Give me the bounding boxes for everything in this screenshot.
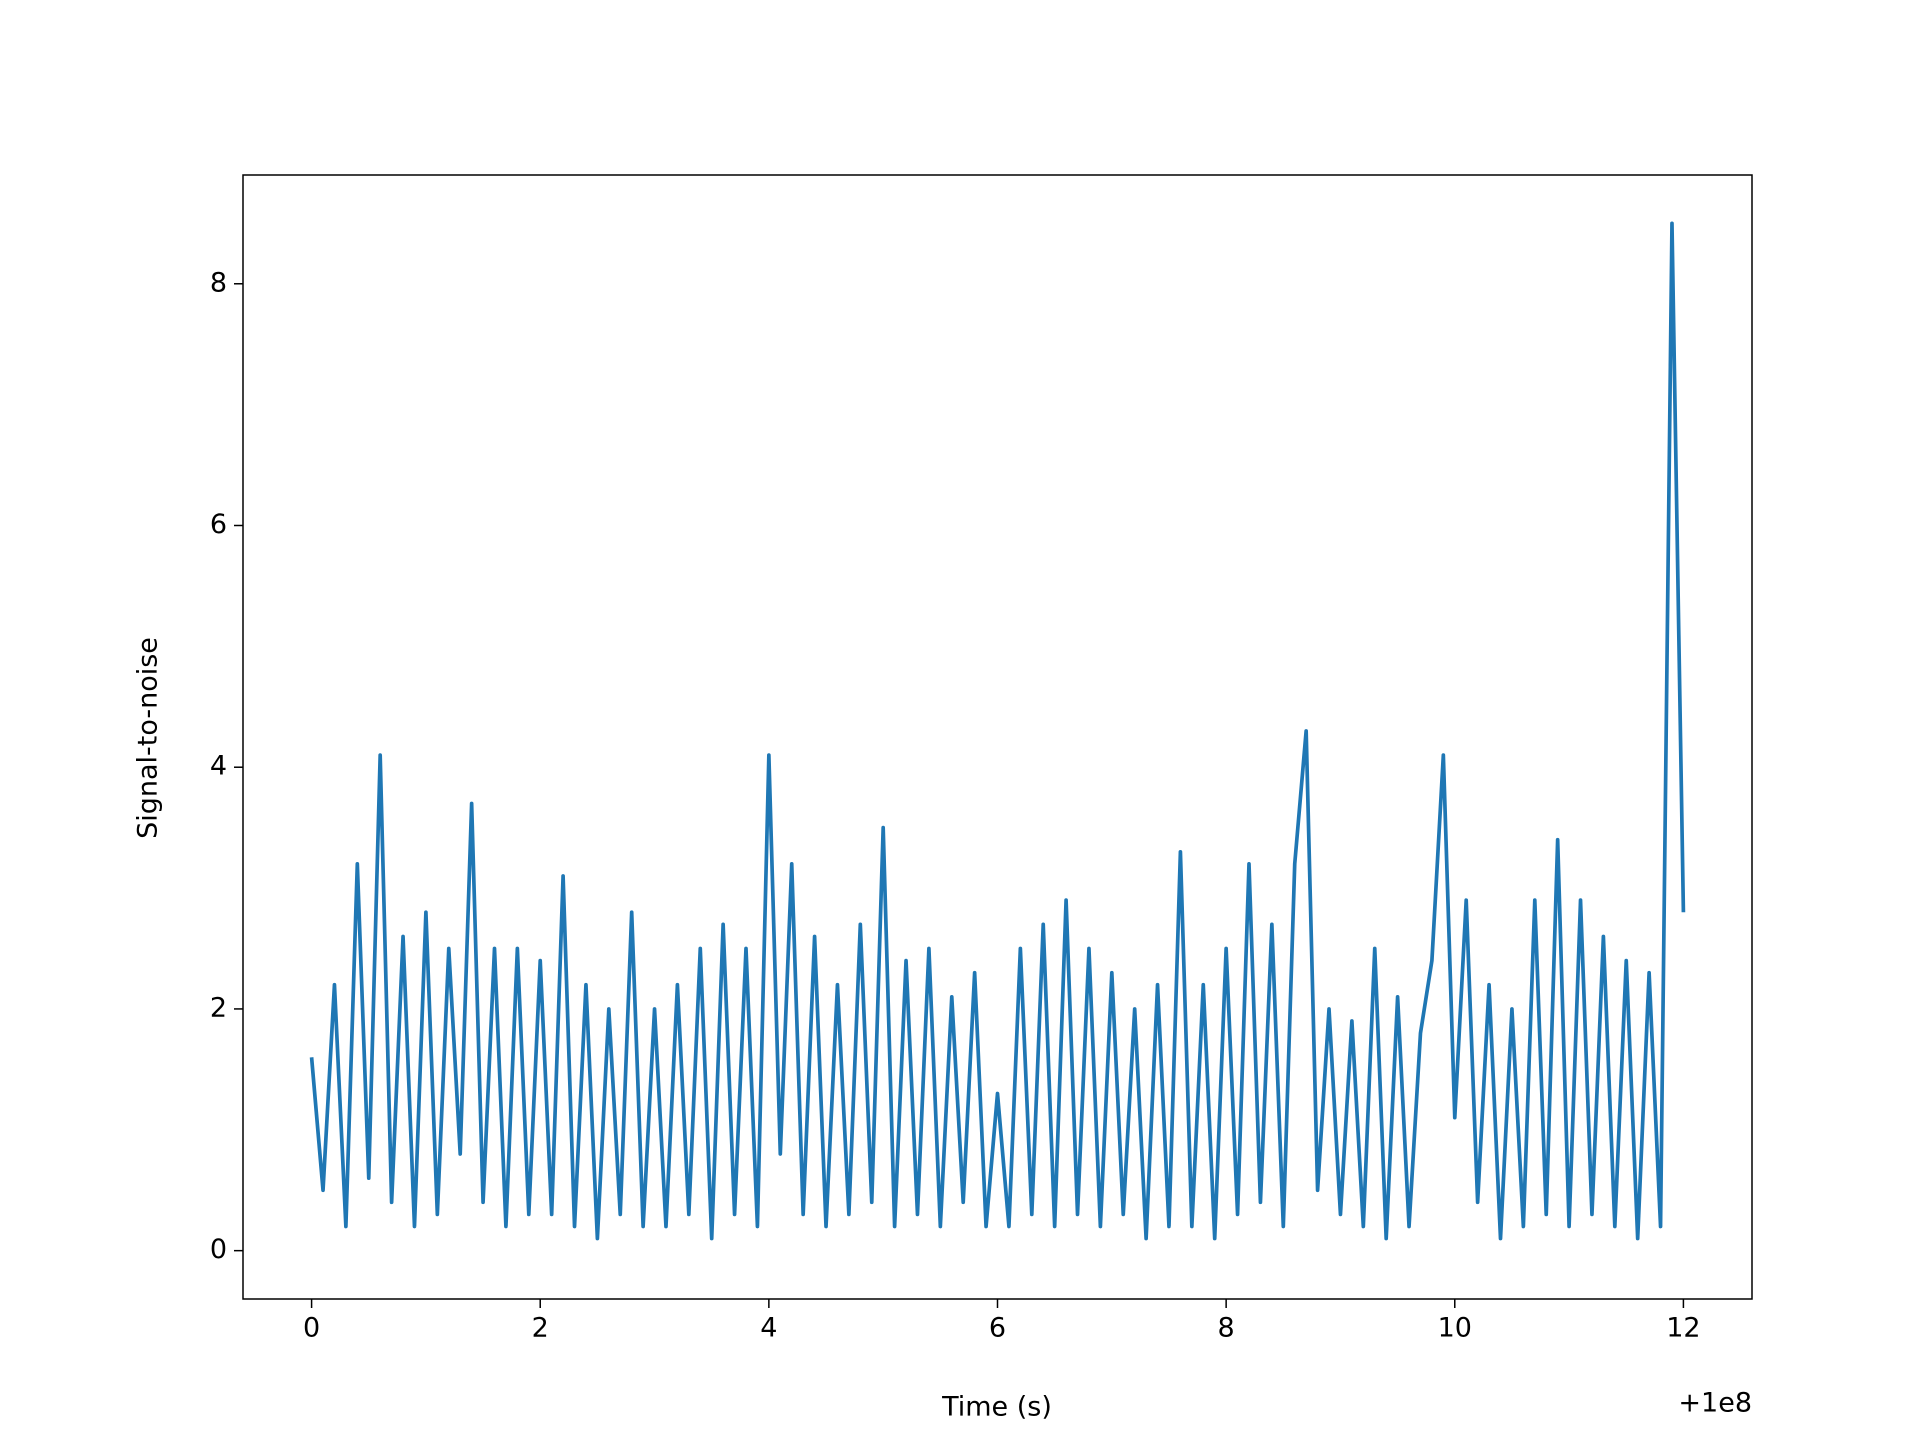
x-tick-label: 2 — [532, 1313, 549, 1344]
x-tick-label: 0 — [303, 1313, 320, 1344]
x-offset-text: +1e8 — [1678, 1388, 1752, 1419]
y-tick-label: 0 — [210, 1234, 227, 1265]
y-tick-label: 2 — [210, 992, 227, 1023]
y-tick-label: 4 — [210, 751, 227, 782]
y-axis-label: Signal-to-noise — [133, 637, 164, 839]
x-tick-label: 10 — [1438, 1313, 1472, 1344]
x-axis-label: Time (s) — [941, 1392, 1052, 1423]
x-tick-label: 12 — [1666, 1313, 1700, 1344]
y-tick-label: 8 — [210, 267, 227, 298]
y-tick-label: 6 — [210, 509, 227, 540]
line — [309, 221, 1686, 1241]
plot-frame — [242, 174, 1753, 1300]
x-tick-label: 6 — [989, 1313, 1006, 1344]
x-tick-label: 8 — [1218, 1313, 1235, 1344]
x-tick-label: 4 — [760, 1313, 777, 1344]
